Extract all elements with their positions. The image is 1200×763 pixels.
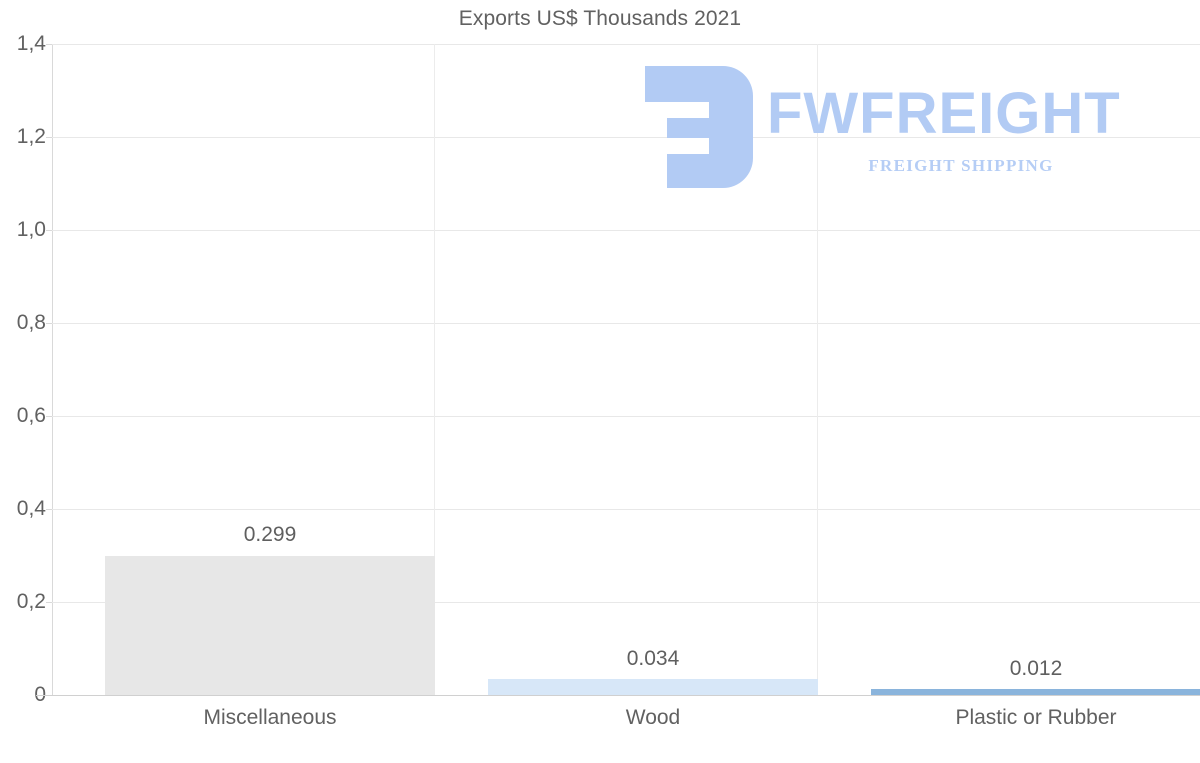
y-tick-label: 0,6 (16, 404, 46, 427)
bar-plastic-or-rubber[interactable] (871, 689, 1200, 695)
x-tick-label-plastic-or-rubber: Plastic or Rubber (955, 706, 1117, 729)
bar-miscellaneous[interactable] (105, 556, 435, 695)
bar-wood[interactable] (488, 679, 818, 695)
plot-area (52, 44, 1200, 695)
y-tick-mark (46, 602, 53, 603)
chart-title: Exports US$ Thousands 2021 (458, 7, 742, 30)
gridline-horizontal (52, 44, 1200, 45)
y-tick-mark (46, 416, 53, 417)
gridline-horizontal (52, 323, 1200, 324)
y-tick-label: 0 (2, 683, 46, 707)
gridline-vertical (434, 44, 435, 695)
gridline-horizontal (52, 137, 1200, 138)
gridline-horizontal (52, 509, 1200, 510)
y-axis-line (52, 44, 53, 696)
x-tick-label-miscellaneous: Miscellaneous (203, 706, 337, 729)
x-tick-label-wood: Wood (625, 706, 681, 729)
gridline-horizontal (52, 230, 1200, 231)
y-tick-mark (46, 137, 53, 138)
y-axis: 1,4 1,2 1,0 0,8 0,6 0,4 0,2 0 (0, 0, 53, 763)
gridline-vertical (817, 44, 818, 695)
y-tick-mark (46, 509, 53, 510)
y-tick-mark (46, 323, 53, 324)
y-tick-label: 1,2 (16, 125, 46, 148)
gridline-horizontal (52, 602, 1200, 603)
bar-value-label: 0.034 (626, 647, 680, 670)
gridline-horizontal (52, 416, 1200, 417)
y-tick-label: 1,0 (16, 218, 46, 241)
x-axis-line (36, 695, 1200, 696)
y-tick-label: 0,8 (16, 311, 46, 334)
bar-value-label: 0.012 (1009, 657, 1063, 680)
y-tick-mark (46, 44, 53, 45)
y-tick-label: 0,2 (16, 590, 46, 613)
bar-value-label: 0.299 (243, 523, 297, 546)
y-tick-mark (46, 230, 53, 231)
y-tick-label: 1,4 (16, 32, 46, 55)
y-tick-label: 0,4 (16, 497, 46, 520)
